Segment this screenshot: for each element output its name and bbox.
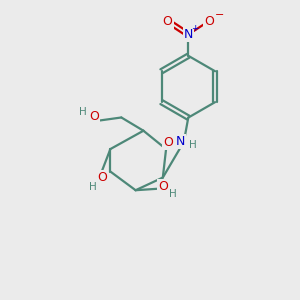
Text: H: H — [169, 189, 177, 199]
Text: H: H — [89, 182, 97, 192]
Text: N: N — [184, 28, 193, 41]
Text: N: N — [176, 135, 185, 148]
Text: O: O — [97, 171, 107, 184]
Text: H: H — [189, 140, 197, 150]
Text: +: + — [191, 24, 199, 33]
Text: O: O — [163, 14, 172, 28]
Text: O: O — [158, 180, 168, 193]
Text: −: − — [215, 10, 224, 20]
Text: H: H — [79, 106, 86, 117]
Text: O: O — [89, 110, 99, 123]
Text: O: O — [204, 14, 214, 28]
Text: O: O — [164, 136, 173, 149]
